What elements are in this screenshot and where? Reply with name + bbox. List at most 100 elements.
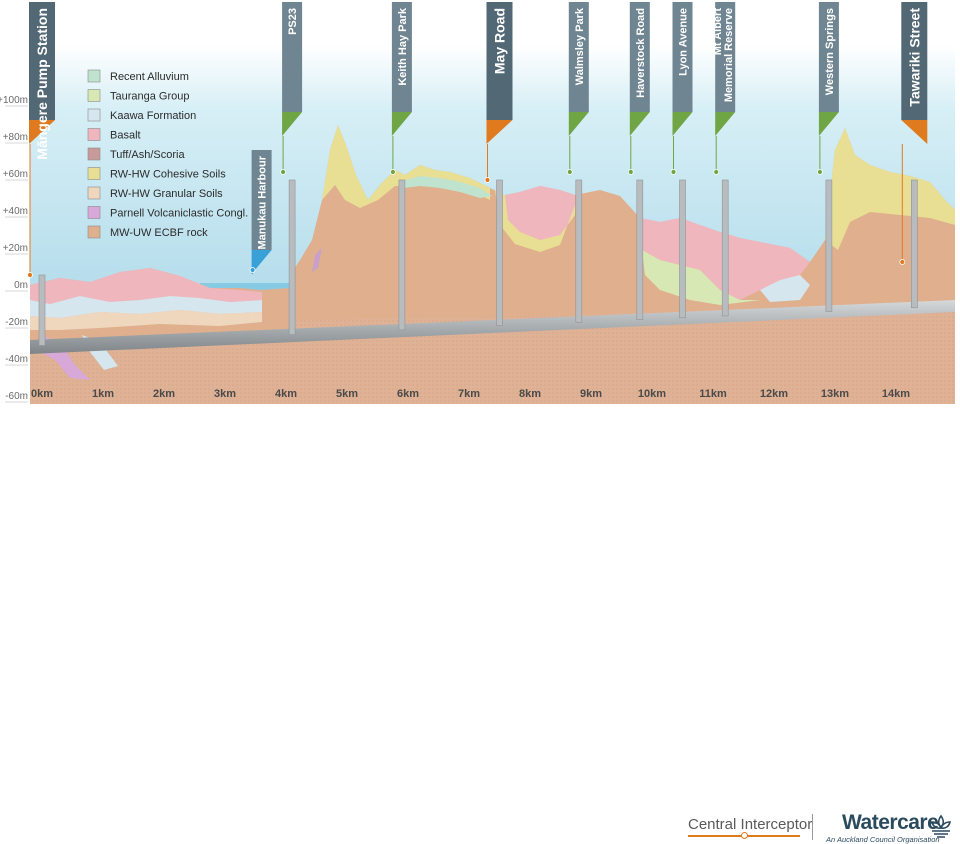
station-pole (715, 2, 736, 112)
shaft-group (38, 179, 918, 346)
legend: Recent Alluvium Tauranga Group Kaawa Forma… (87, 69, 248, 239)
legend-label: Basalt (110, 130, 141, 142)
legend-label: MW-UW ECBF rock (110, 227, 208, 239)
legend-label: Tauranga Group (110, 91, 190, 103)
station-label: Walmsley Park (574, 7, 586, 85)
station-dot (27, 272, 33, 278)
layer-tuff-pocket (312, 248, 322, 272)
station-flag (486, 120, 513, 144)
station-pole (568, 2, 589, 112)
station-flag (391, 112, 412, 136)
legend-label: Kaawa Formation (110, 110, 196, 122)
shaft (575, 179, 583, 323)
layer-cohesive-soils-3 (495, 190, 575, 252)
shaft (38, 274, 46, 346)
x-tick-label: 1km (92, 388, 114, 400)
x-tick-label: 5km (336, 388, 358, 400)
station-dot (249, 267, 256, 273)
y-tick-label: +100m (0, 95, 28, 106)
legend-swatch (87, 225, 101, 239)
y-tick-label: +40m (3, 206, 28, 217)
station-pole (486, 2, 513, 120)
station-dot (899, 259, 906, 265)
station-marker: Western Springs (817, 2, 839, 175)
station-label: Māngere Pump Station (34, 8, 50, 160)
station-label: May Road (492, 8, 508, 74)
shaft (398, 179, 406, 331)
y-tick-label: -20m (5, 317, 28, 328)
legend-label: RW-HW Cohesive Soils (110, 169, 226, 181)
station-pole (672, 2, 693, 112)
station-pole (282, 2, 303, 112)
station-marker: Lyon Avenue (670, 2, 693, 175)
legend-swatch (87, 108, 101, 122)
station-label: Mt Albert (712, 8, 724, 56)
station-label: Tawariki Street (906, 8, 922, 107)
x-tick-label: 10km (638, 388, 666, 400)
y-tick-label: +20m (3, 243, 28, 254)
x-tick-label: 13km (821, 388, 849, 400)
legend-label: Tuff/Ash/Scoria (110, 149, 185, 161)
station-marker: PS23 (280, 2, 303, 175)
legend-swatch (87, 206, 101, 219)
shaft (288, 179, 296, 335)
watercare-subtitle: An Auckland Council Organisation (826, 835, 940, 844)
shaft (636, 179, 644, 320)
geology-section-diagram: +100m +80m +60m +40m +20m 0m -20m -40m -60m 0km 1… (0, 2, 955, 404)
station-markers: Māngere Pump Station Manukau Harbour PS23 K… (27, 2, 928, 278)
shaft (825, 179, 833, 312)
station-dot (817, 169, 823, 175)
y-tick-label: -40m (5, 354, 28, 365)
station-pole (629, 2, 650, 112)
station-flag (818, 112, 839, 136)
y-tick-label: -60m (5, 391, 28, 402)
station-flag (715, 112, 736, 136)
footer: Central Interceptor Watercare An Aucklan… (0, 404, 960, 844)
station-dot (713, 169, 720, 175)
x-tick-label: 14km (882, 388, 910, 400)
layer-cohesive-soils-2 (825, 128, 955, 250)
y-axis: +100m +80m +60m +40m +20m 0m -20m -40m -60m (0, 95, 28, 403)
station-label: PS23 (287, 8, 299, 35)
y-tick-label: +80m (3, 132, 28, 143)
station-flag (672, 112, 693, 136)
x-tick-label: 2km (153, 388, 175, 400)
legend-swatch (87, 89, 101, 102)
station-dot (566, 169, 573, 175)
watercare-lotus-icon (930, 814, 952, 838)
station-flag (282, 112, 303, 136)
x-tick-label: 12km (760, 388, 788, 400)
station-dot (389, 169, 396, 175)
legend-label: RW-HW Granular Soils (110, 188, 223, 200)
station-dot (627, 169, 634, 175)
station-dot (484, 177, 491, 183)
layer-recent-alluvium (400, 176, 492, 198)
station-pole (29, 2, 55, 120)
station-marker: Walmsley Park (566, 2, 589, 175)
station-flag (568, 112, 589, 136)
x-tick-label: 7km (458, 388, 480, 400)
legend-swatch (87, 167, 101, 180)
legend-label: Recent Alluvium (110, 71, 189, 83)
legend-swatch (87, 69, 101, 83)
station-label: Haverstock Road (635, 8, 647, 98)
shaft (721, 179, 729, 317)
station-dot (280, 169, 287, 175)
station-label: Lyon Avenue (678, 8, 690, 76)
y-tick-label: +60m (3, 169, 28, 180)
station-marker: Māngere Pump Station (27, 2, 55, 278)
layer-south-kaawa (30, 296, 262, 318)
central-interceptor-dot (741, 832, 748, 839)
station-flag (629, 112, 650, 136)
legend-swatch (87, 128, 101, 141)
station-marker: Keith Hay Park (389, 2, 412, 175)
x-tick-label: 0km (31, 388, 53, 400)
station-label: Memorial Reserve (723, 8, 735, 102)
station-flag (29, 120, 55, 144)
footer-divider (812, 814, 813, 840)
station-pole (391, 2, 412, 112)
layer-tauranga-north (642, 250, 760, 305)
shaft (679, 179, 686, 319)
layer-basalt-walmsley (505, 186, 575, 240)
layer-south-granular (30, 310, 262, 330)
